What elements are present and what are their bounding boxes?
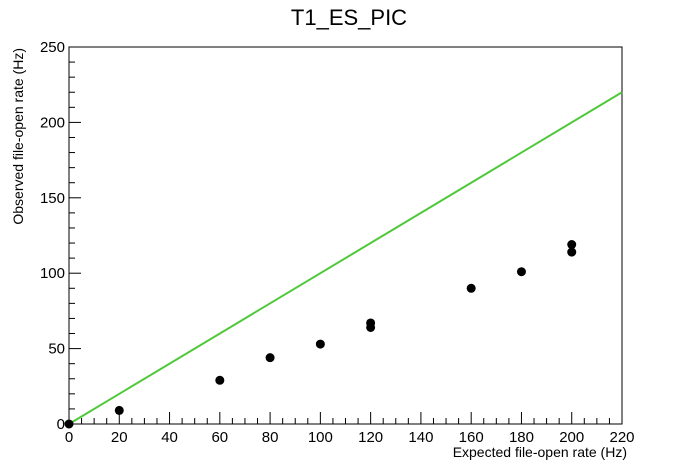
x-tick-label: 60 [211, 429, 228, 446]
data-point [265, 353, 275, 363]
y-axis-title: Observed file-open rate (Hz) [10, 48, 26, 225]
x-tick-label: 100 [308, 429, 333, 446]
x-axis-title: Expected file-open rate (Hz) [453, 444, 627, 460]
data-point [366, 318, 376, 328]
x-tick-label: 120 [358, 429, 383, 446]
y-tick-label: 50 [48, 341, 65, 358]
plot-frame-rect [68, 46, 623, 425]
x-tick-label: 80 [262, 429, 279, 446]
data-point [215, 375, 225, 385]
data-points [64, 240, 577, 429]
data-point [466, 283, 476, 293]
chart-title: T1_ES_PIC [291, 5, 407, 30]
x-tick-label: 140 [408, 429, 433, 446]
data-point [315, 339, 325, 349]
y-tick-label: 0 [57, 416, 65, 433]
x-tick-label: 0 [65, 429, 73, 446]
y-tick-label: 250 [40, 39, 65, 56]
x-tick-label: 180 [509, 429, 534, 446]
data-point [516, 267, 526, 277]
y-axis: 0 50 100 150 200 250 [40, 39, 81, 433]
y-tick-label: 200 [40, 114, 65, 131]
y-tick-label: 100 [40, 265, 65, 282]
reference-line [68, 91, 623, 425]
x-tick-label: 40 [161, 429, 178, 446]
data-point [567, 240, 577, 250]
reference-line-group [68, 91, 623, 425]
plot-frame [68, 46, 623, 425]
x-axis: 0 20 40 60 80 100 120 140 160 180 200 220 [65, 412, 635, 446]
x-tick-label: 20 [111, 429, 128, 446]
data-point [64, 419, 74, 429]
y-tick-label: 150 [40, 190, 65, 207]
x-tick-label: 220 [609, 429, 634, 446]
data-point [114, 405, 124, 415]
x-tick-label: 200 [559, 429, 584, 446]
x-tick-label: 160 [459, 429, 484, 446]
data-point [567, 247, 577, 257]
